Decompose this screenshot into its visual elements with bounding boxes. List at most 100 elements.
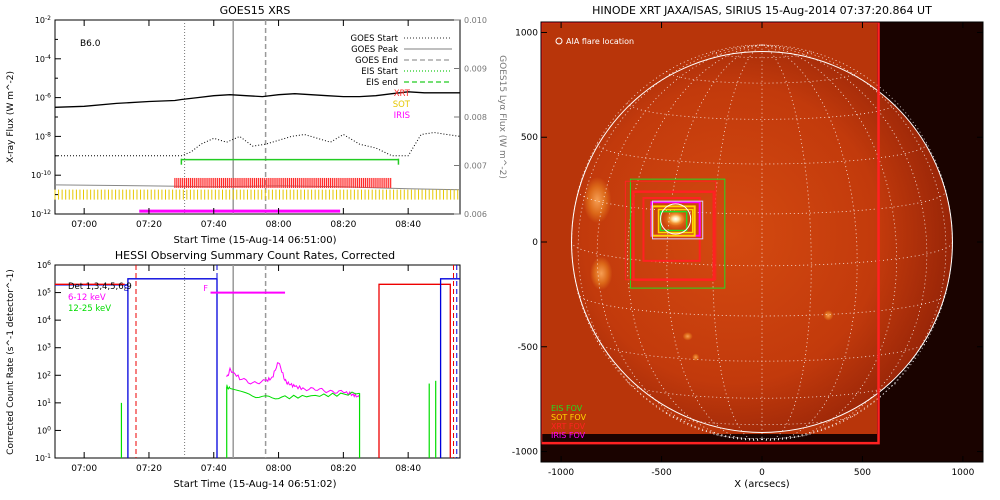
goes-ytick-label: 10-2 xyxy=(35,15,51,25)
goes-y2tick-label: 0.009 xyxy=(464,65,487,74)
goes-title: GOES15 XRS xyxy=(220,4,291,17)
xrt-ytick-label: -500 xyxy=(518,343,539,353)
goes-y2tick-label: 0.006 xyxy=(464,210,487,219)
hessi-ytick-label: 105 xyxy=(37,288,51,298)
xrt-xtick-label: -1000 xyxy=(548,468,574,478)
goes-ytick-label: 10-6 xyxy=(35,93,51,103)
latitude-line xyxy=(596,340,928,362)
goes-y2tick-label: 0.008 xyxy=(464,113,487,122)
goes-legend-label: GOES End xyxy=(355,56,398,66)
hessi-ytick-label: 101 xyxy=(37,398,51,408)
hessi-ylabel: Corrected Count Rate (s^-1 detector^-1) xyxy=(6,269,16,455)
goes-legend-label: EIS Start xyxy=(361,67,398,77)
active-region xyxy=(590,256,613,291)
xrt-legend-label: IRIS FOV xyxy=(551,431,586,440)
xrt-flare-marker-label: AIA flare location xyxy=(566,37,634,46)
hessi-annotation: F xyxy=(203,284,208,293)
longitude-line xyxy=(666,44,763,441)
xrt-legend-label: EIS FOV xyxy=(551,404,583,413)
xrt-ytick-label: 500 xyxy=(521,133,538,143)
hessi-title: HESSI Observing Summary Count Rates, Cor… xyxy=(115,249,395,262)
xrt-xlabel: X (arcsecs) xyxy=(734,479,790,490)
hessi-annotation: S xyxy=(124,284,129,293)
hessi-ytick-label: 103 xyxy=(37,343,51,353)
goes-ytick-label: 10-10 xyxy=(31,170,51,180)
hessi-xtick-label: 08:00 xyxy=(266,464,292,474)
latitude-line xyxy=(577,292,947,317)
hessi-ytick-label: 106 xyxy=(37,260,51,270)
eis-fov-box xyxy=(629,178,726,289)
flare-location-circle xyxy=(660,203,692,235)
goes-flux-series-1 xyxy=(55,131,461,157)
goes-xtick-label: 08:40 xyxy=(395,220,421,230)
xrt-fov-box xyxy=(652,200,704,240)
goes-ytick-label: 10-4 xyxy=(35,54,51,64)
latitude-line xyxy=(571,241,953,267)
xrt-xtick-label: -500 xyxy=(651,468,672,478)
hessi-xtick-label: 07:20 xyxy=(136,464,162,474)
xrt-full-fov-box xyxy=(541,22,880,445)
goes-xrs-panel: GOES15 XRS 10-2 10-4 10-6 10-8 10-10 10-12 0.… xyxy=(6,4,507,246)
xrt-ytick-label: 1000 xyxy=(515,28,538,38)
goes-legend-label: GOES Peak xyxy=(351,45,398,55)
hessi-xtick-label: 07:40 xyxy=(201,464,227,474)
hessi-ytick-label: 102 xyxy=(37,370,51,380)
goes-xtick-label: 07:40 xyxy=(201,220,227,230)
goes-xlabel: Start Time (15-Aug-14 06:51:00) xyxy=(173,235,336,246)
xrt-xtick-label: 500 xyxy=(854,468,871,478)
hessi-legend-label: 12-25 keV xyxy=(68,304,111,314)
goes-y2label: GOES15 Lyα Flux (W m^-2) xyxy=(497,55,507,179)
latitude-line xyxy=(626,102,898,120)
goes-xtick-label: 07:20 xyxy=(136,220,162,230)
solar-disk xyxy=(571,51,953,433)
xrt-xtick-label: 0 xyxy=(759,468,765,478)
hessi-xtick-label: 07:00 xyxy=(71,464,97,474)
goes-y2tick-label: 0.010 xyxy=(464,16,487,25)
hessi-blue-trace-2 xyxy=(439,278,460,458)
active-region xyxy=(583,177,612,224)
active-region xyxy=(823,310,834,321)
flare-kernel xyxy=(666,212,685,226)
latitude-line xyxy=(596,143,928,165)
sot-fov-box xyxy=(657,208,694,234)
goes-ylabel: X-ray Flux (W m^-2) xyxy=(6,71,16,163)
hessi-plot-frame xyxy=(54,264,461,459)
goes-legend-label: EIS end xyxy=(366,78,398,88)
goes-legend-label: GOES Start xyxy=(350,34,398,44)
xrt-legend-label: SOT FOV xyxy=(551,413,587,422)
active-region xyxy=(682,332,693,341)
goes-y2tick-label: 0.007 xyxy=(464,162,487,171)
latitude-line xyxy=(666,412,858,426)
hessi-ytick-label: 10-1 xyxy=(35,453,51,463)
goes-class-label: B6.0 xyxy=(80,39,101,49)
hessi-series-12-25-kev xyxy=(226,384,360,400)
hessi-red-trace-2 xyxy=(378,283,451,458)
hessi-xtick-label: 08:20 xyxy=(330,464,356,474)
hessi-ytick-label: 100 xyxy=(37,425,51,435)
goes-ytick-label: 10-8 xyxy=(35,131,51,141)
hessi-xtick-label: 08:40 xyxy=(395,464,421,474)
hessi-legend-label: 6-12 keV xyxy=(68,293,106,303)
longitude-line xyxy=(596,44,763,440)
longitude-line xyxy=(761,44,953,440)
goes-flux-series-2 xyxy=(54,184,461,191)
longitude-line xyxy=(761,44,858,441)
latitude-line xyxy=(666,71,858,84)
goes-ytick-label: 10-12 xyxy=(31,209,51,219)
hessi-xlabel: Start Time (15-Aug-14 06:51:02) xyxy=(173,479,336,490)
xrt-xtick-label: 1000 xyxy=(951,468,974,478)
goes-xtick-label: 08:20 xyxy=(330,220,356,230)
hinode-xrt-panel: HINODE XRT JAXA/ISAS, SIRIUS 15-Aug-2014… xyxy=(512,4,984,490)
hessi-panel: HESSI Observing Summary Count Rates, Cor… xyxy=(6,249,461,490)
latitude-line xyxy=(626,381,898,399)
hessi-legend-label: Det 1,3,4,5,6,9 xyxy=(68,282,132,292)
xrt-title: HINODE XRT JAXA/ISAS, SIRIUS 15-Aug-2014… xyxy=(592,4,932,17)
xrt-ytick-label: -1000 xyxy=(512,448,538,458)
flare-marker-icon xyxy=(555,37,563,45)
goes-legend-label: XRT xyxy=(394,89,411,99)
goes-xtick-label: 07:00 xyxy=(71,220,97,230)
hessi-series-6-12-kev xyxy=(226,362,361,398)
goes-legend-label: SOT xyxy=(393,100,411,110)
goes-legend-label: IRIS xyxy=(394,111,410,121)
